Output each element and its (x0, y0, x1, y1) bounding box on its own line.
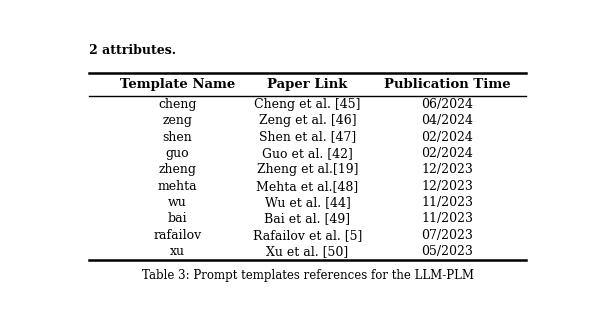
Text: Guo et al. [42]: Guo et al. [42] (262, 147, 353, 160)
Text: Paper Link: Paper Link (268, 78, 347, 91)
Text: Zeng et al. [46]: Zeng et al. [46] (259, 114, 356, 127)
Text: Xu et al. [50]: Xu et al. [50] (266, 245, 349, 258)
Text: 02/2024: 02/2024 (421, 147, 473, 160)
Text: cheng: cheng (158, 98, 197, 111)
Text: 12/2023: 12/2023 (421, 179, 473, 193)
Text: Template Name: Template Name (119, 78, 235, 91)
Text: Bai et al. [49]: Bai et al. [49] (265, 212, 350, 225)
Text: 02/2024: 02/2024 (421, 131, 473, 144)
Text: shen: shen (163, 131, 192, 144)
Text: Zheng et al.[19]: Zheng et al.[19] (257, 163, 358, 176)
Text: 12/2023: 12/2023 (421, 163, 473, 176)
Text: Wu et al. [44]: Wu et al. [44] (265, 196, 350, 209)
Text: Shen et al. [47]: Shen et al. [47] (259, 131, 356, 144)
Text: 07/2023: 07/2023 (421, 229, 473, 242)
Text: 06/2024: 06/2024 (421, 98, 473, 111)
Text: mehta: mehta (157, 179, 197, 193)
Text: rafailov: rafailov (153, 229, 202, 242)
Text: 04/2024: 04/2024 (421, 114, 473, 127)
Text: xu: xu (170, 245, 185, 258)
Text: Publication Time: Publication Time (383, 78, 511, 91)
Text: Cheng et al. [45]: Cheng et al. [45] (254, 98, 361, 111)
Text: 11/2023: 11/2023 (421, 196, 473, 209)
Text: zeng: zeng (162, 114, 193, 127)
Text: wu: wu (168, 196, 187, 209)
Text: 2 attributes.: 2 attributes. (89, 44, 176, 57)
Text: Rafailov et al. [5]: Rafailov et al. [5] (253, 229, 362, 242)
Text: Mehta et al.[48]: Mehta et al.[48] (256, 179, 359, 193)
Text: 11/2023: 11/2023 (421, 212, 473, 225)
Text: Table 3: Prompt templates references for the LLM-PLM: Table 3: Prompt templates references for… (142, 269, 473, 283)
Text: 05/2023: 05/2023 (421, 245, 473, 258)
Text: guo: guo (166, 147, 189, 160)
Text: bai: bai (167, 212, 187, 225)
Text: zheng: zheng (158, 163, 196, 176)
